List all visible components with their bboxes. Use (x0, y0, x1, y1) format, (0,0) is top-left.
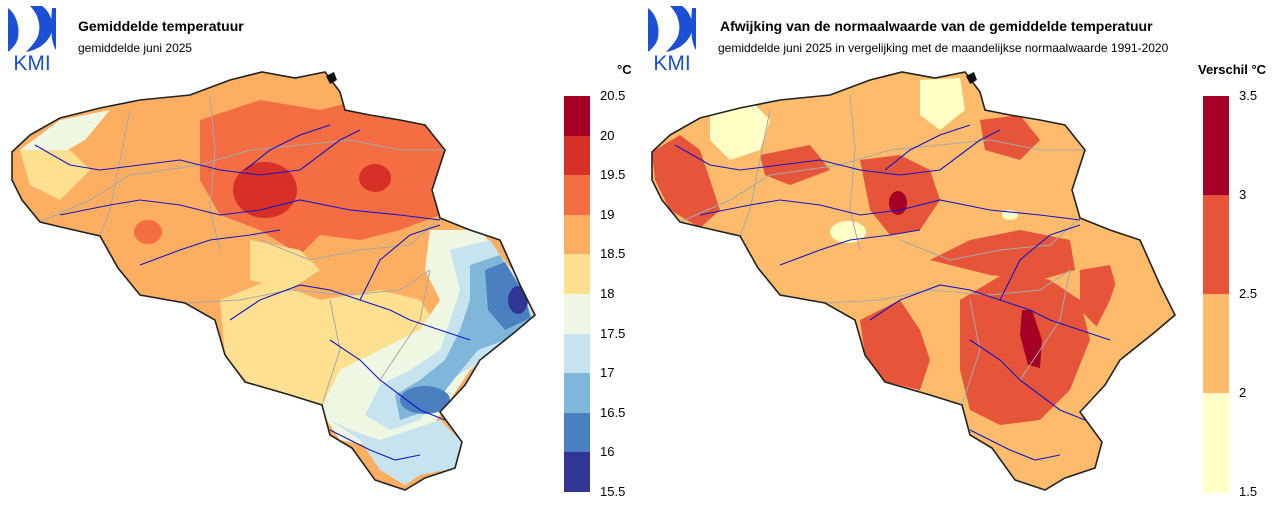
baarle-enclave (326, 72, 337, 84)
temperature-legend-tick: 18 (600, 286, 615, 301)
baarle-enclave-right (966, 72, 977, 84)
temperature-fill (12, 72, 535, 490)
temperature-legend-tick: 19.5 (600, 167, 626, 183)
rivers-right (674, 124, 1111, 461)
temperature-legend-tick: 17.5 (600, 325, 626, 341)
temperature-legend-tick: 15.5 (600, 484, 626, 499)
anomaly-legend-tick: 2.5 (1239, 286, 1258, 301)
temperature-legend-tick: 18.5 (600, 246, 626, 262)
belgium-border (11, 71, 536, 491)
anomaly-legend-tick: 3.5 (1239, 88, 1258, 103)
right-title: Afwijking van de normaalwaarde van de ge… (720, 18, 1153, 34)
temperature-legend-tick: 17 (600, 365, 615, 381)
temperature-legend: 20.5 20 19.5 19 18.5 18 17.5 17 16.5 16 15.5 (564, 88, 625, 499)
temperature-legend-swatch (564, 294, 590, 335)
anomaly-legend-swatch (1203, 96, 1229, 196)
anomaly-legend-swatch (1203, 393, 1229, 493)
anomaly-fill (652, 72, 1175, 490)
temperature-legend-swatch (564, 214, 590, 255)
kmi-logo-text: KMI (13, 52, 51, 75)
anomaly-legend-tick: 2 (1239, 385, 1247, 400)
temperature-map (11, 71, 536, 491)
province-borders-right (679, 94, 1085, 406)
temperature-legend-swatch (564, 373, 590, 414)
temperature-legend-swatch (564, 96, 590, 137)
temperature-panel: KMI Gemiddelde temperatuur gemiddelde ju… (6, 4, 632, 499)
temperature-legend-swatch (564, 175, 590, 216)
temperature-legend-swatch (564, 333, 590, 374)
temperature-legend-swatch (564, 254, 590, 295)
kmi-logo: KMI (6, 4, 58, 74)
right-unit-label: Verschil °C (1198, 62, 1267, 77)
anomaly-legend-tick: 3 (1239, 187, 1247, 202)
belgium-border-right (651, 71, 1176, 491)
left-subtitle: gemiddelde juni 2025 (78, 41, 193, 55)
left-title: Gemiddelde temperatuur (78, 18, 244, 34)
temperature-legend-tick: 20 (600, 127, 615, 143)
kmi-logo-mark (8, 6, 56, 52)
temperature-legend-tick: 19 (600, 206, 615, 222)
anomaly-legend-swatch (1203, 195, 1229, 295)
temperature-legend-tick: 20.5 (600, 88, 626, 103)
anomaly-panel: KMI Afwijking van de normaalwaarde van d… (640, 0, 1280, 507)
anomaly-map (651, 71, 1176, 491)
anomaly-legend-swatch (1203, 294, 1229, 394)
temperature-legend-tick: 16.5 (600, 404, 626, 420)
temperature-legend-swatch (564, 412, 590, 453)
temperature-legend-swatch (564, 452, 590, 493)
kmi-logo-text-right: KMI (653, 52, 691, 75)
anomaly-legend-tick: 1.5 (1239, 484, 1258, 499)
rivers (34, 124, 471, 461)
temperature-legend-swatch (564, 135, 590, 176)
province-borders (39, 94, 445, 406)
right-subtitle: gemiddelde juni 2025 in vergelijking met… (718, 41, 1169, 55)
anomaly-legend: 3.5 3 2.5 2 1.5 (1203, 88, 1257, 499)
temperature-legend-tick: 16 (600, 444, 615, 460)
kmi-logo-right: KMI (646, 4, 698, 74)
left-unit-label: °C (617, 62, 632, 77)
kmi-logo-mark-right (648, 6, 696, 52)
